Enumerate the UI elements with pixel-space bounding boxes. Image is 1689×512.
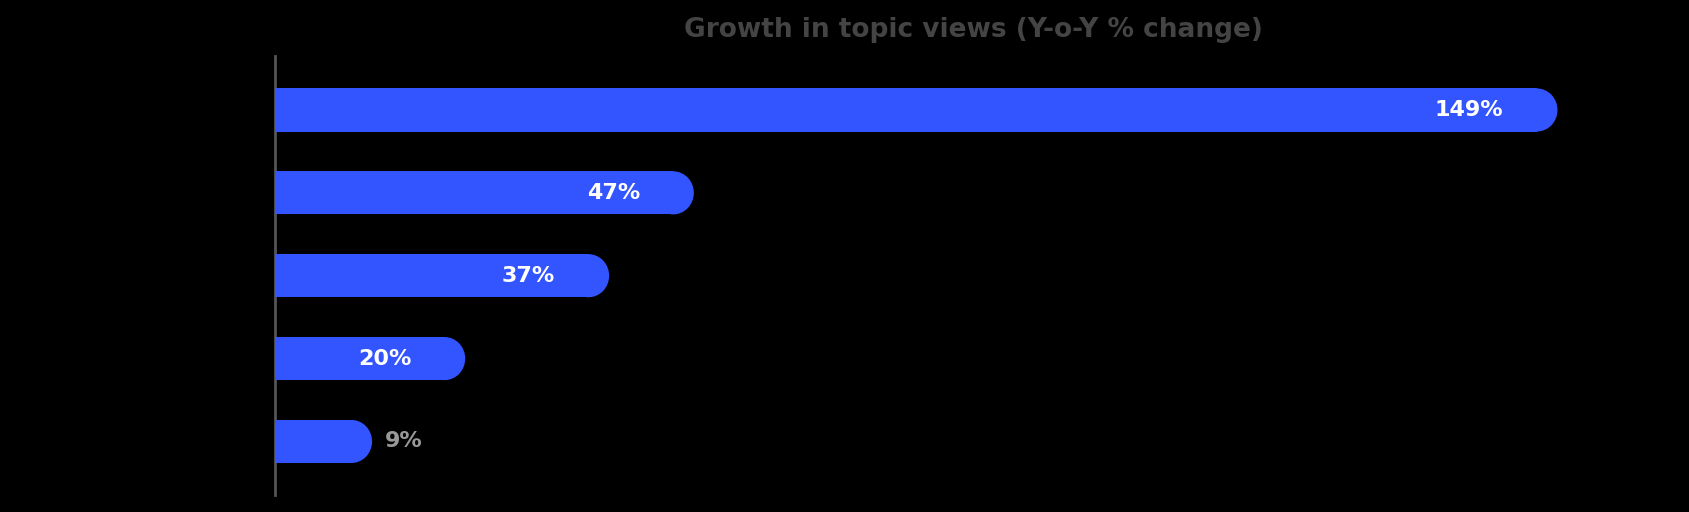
Text: 149%: 149%	[1436, 100, 1503, 120]
Text: 47%: 47%	[586, 183, 640, 203]
Text: 37%: 37%	[502, 266, 556, 286]
Ellipse shape	[424, 337, 464, 380]
Ellipse shape	[1517, 89, 1557, 132]
Bar	[275, 420, 351, 463]
Ellipse shape	[568, 254, 610, 297]
Text: 20%: 20%	[358, 349, 410, 369]
Bar	[275, 254, 588, 297]
Ellipse shape	[652, 172, 694, 215]
Text: 9%: 9%	[385, 432, 422, 452]
Bar	[275, 337, 444, 380]
Ellipse shape	[331, 420, 372, 463]
Bar	[275, 172, 674, 215]
Title: Growth in topic views (Y-o-Y % change): Growth in topic views (Y-o-Y % change)	[684, 17, 1263, 42]
Bar	[275, 89, 1537, 132]
